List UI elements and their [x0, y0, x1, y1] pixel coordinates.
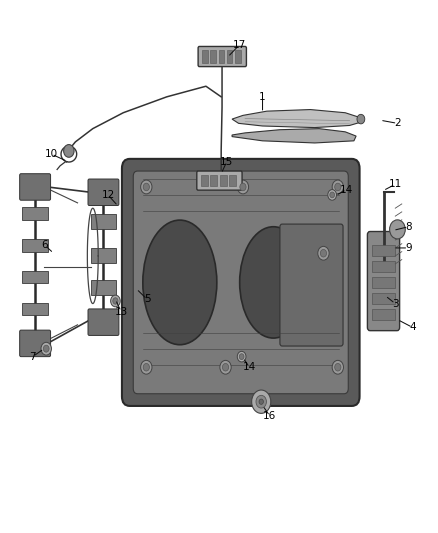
Circle shape	[43, 345, 49, 352]
Bar	[201, 175, 208, 187]
Circle shape	[237, 351, 246, 362]
Text: 11: 11	[389, 179, 402, 189]
Circle shape	[332, 180, 343, 194]
Text: 4: 4	[410, 322, 416, 333]
Bar	[91, 248, 116, 263]
FancyBboxPatch shape	[197, 171, 242, 190]
Bar	[91, 312, 116, 327]
Text: 6: 6	[42, 240, 48, 251]
Circle shape	[318, 246, 329, 260]
FancyBboxPatch shape	[88, 309, 119, 335]
Bar	[372, 245, 395, 256]
Bar	[22, 239, 47, 252]
Circle shape	[143, 364, 149, 371]
Bar	[202, 50, 208, 63]
Text: 16: 16	[263, 411, 276, 421]
Circle shape	[111, 295, 120, 307]
Text: 12: 12	[101, 190, 115, 200]
Circle shape	[335, 364, 341, 371]
Circle shape	[330, 192, 335, 198]
Bar	[210, 50, 216, 63]
Ellipse shape	[240, 227, 307, 338]
Circle shape	[220, 360, 231, 374]
FancyBboxPatch shape	[122, 159, 360, 406]
Bar	[22, 303, 47, 316]
Circle shape	[64, 144, 74, 157]
Circle shape	[256, 395, 266, 408]
Circle shape	[239, 354, 244, 360]
FancyBboxPatch shape	[280, 224, 343, 346]
Text: 2: 2	[394, 118, 401, 128]
Circle shape	[240, 183, 246, 191]
FancyBboxPatch shape	[367, 231, 399, 330]
Text: 17: 17	[233, 40, 246, 50]
Text: 10: 10	[45, 149, 58, 159]
Bar	[22, 181, 47, 193]
Circle shape	[41, 342, 51, 355]
Text: 9: 9	[405, 243, 412, 253]
Circle shape	[328, 190, 336, 200]
FancyBboxPatch shape	[198, 46, 247, 67]
Circle shape	[141, 360, 152, 374]
Circle shape	[259, 399, 263, 405]
Circle shape	[252, 390, 271, 414]
Bar	[372, 277, 395, 288]
FancyBboxPatch shape	[88, 179, 119, 206]
Bar	[372, 309, 395, 319]
FancyBboxPatch shape	[133, 171, 348, 394]
Bar	[210, 175, 217, 187]
Bar	[22, 207, 47, 220]
FancyBboxPatch shape	[20, 174, 50, 200]
Circle shape	[320, 249, 327, 257]
Circle shape	[335, 183, 341, 191]
Bar	[219, 50, 224, 63]
Polygon shape	[232, 110, 360, 127]
Circle shape	[141, 180, 152, 194]
Text: 5: 5	[144, 294, 151, 304]
Circle shape	[237, 180, 249, 194]
Text: 14: 14	[340, 184, 353, 195]
Bar	[227, 50, 233, 63]
Bar	[22, 271, 47, 284]
Circle shape	[390, 220, 405, 239]
Text: 8: 8	[405, 222, 412, 232]
Text: 14: 14	[243, 362, 256, 372]
Circle shape	[357, 114, 365, 124]
Bar	[22, 335, 47, 348]
FancyBboxPatch shape	[20, 330, 50, 357]
Circle shape	[223, 364, 229, 371]
Text: 7: 7	[29, 352, 36, 361]
Bar	[372, 261, 395, 272]
Text: 1: 1	[259, 92, 266, 102]
Bar	[220, 175, 227, 187]
Bar	[230, 175, 237, 187]
Text: 3: 3	[392, 298, 399, 309]
Circle shape	[113, 298, 118, 304]
Text: 15: 15	[220, 157, 233, 166]
Bar	[372, 293, 395, 304]
Text: 13: 13	[114, 306, 128, 317]
Bar	[91, 280, 116, 295]
Bar	[91, 185, 116, 200]
Ellipse shape	[143, 220, 217, 345]
Polygon shape	[232, 128, 356, 143]
Bar	[235, 50, 241, 63]
Bar	[91, 214, 116, 229]
Circle shape	[332, 360, 343, 374]
Circle shape	[143, 183, 149, 191]
